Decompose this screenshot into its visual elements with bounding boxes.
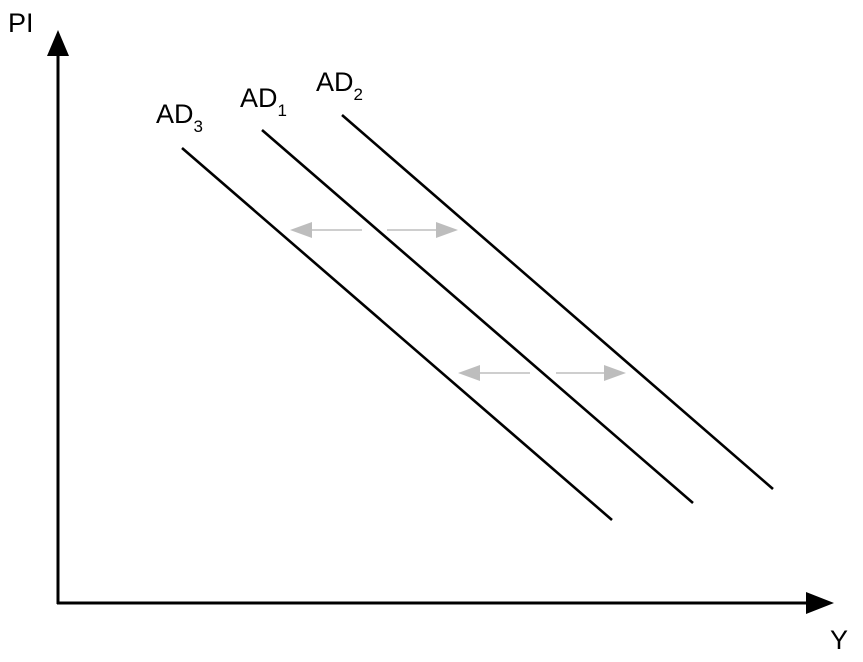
shift-arrow-upper-right — [387, 222, 458, 238]
ad3-label-main: AD — [156, 99, 194, 129]
shift-arrow-lower-left — [458, 365, 530, 381]
x-axis-label: Y — [830, 625, 848, 655]
ad2-label-sub: 2 — [354, 85, 363, 104]
ad3-curve — [181, 147, 613, 521]
ad2-curve — [341, 114, 774, 490]
ad3-label-sub: 3 — [194, 117, 203, 136]
shift-arrow-upper-left — [290, 222, 362, 238]
shift-arrows — [290, 222, 626, 381]
ad1-curve — [261, 129, 694, 504]
y-axis-arrowhead — [47, 30, 69, 56]
x-axis-arrowhead — [806, 592, 834, 614]
ad1-label-sub: 1 — [278, 101, 287, 120]
ad3-label: AD3 — [156, 99, 203, 136]
axes — [47, 30, 834, 614]
ad2-label: AD2 — [316, 67, 363, 104]
ad1-label-main: AD — [240, 83, 278, 113]
ad-curves — [181, 114, 774, 521]
ad2-label-main: AD — [316, 67, 354, 97]
shift-arrow-lower-right — [556, 365, 626, 381]
ad1-label: AD1 — [240, 83, 287, 120]
y-axis-label: PI — [8, 8, 34, 38]
